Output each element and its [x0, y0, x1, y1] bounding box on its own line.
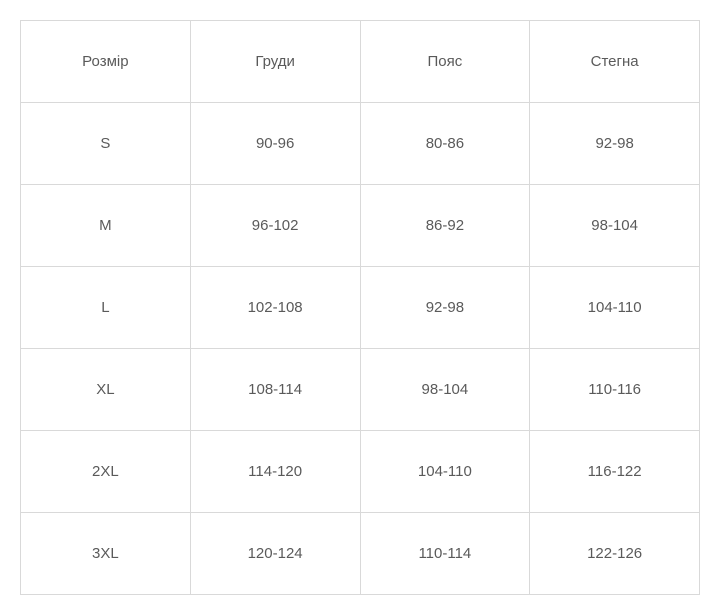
cell-chest: 90-96 [190, 103, 360, 185]
cell-hips: 116-122 [530, 431, 700, 513]
cell-chest: 108-114 [190, 349, 360, 431]
table-row: M 96-102 86-92 98-104 [21, 185, 700, 267]
cell-chest: 114-120 [190, 431, 360, 513]
table-row: L 102-108 92-98 104-110 [21, 267, 700, 349]
size-chart-table: Розмір Груди Пояс Стегна S 90-96 80-86 9… [20, 20, 700, 595]
table-row: 2XL 114-120 104-110 116-122 [21, 431, 700, 513]
cell-hips: 110-116 [530, 349, 700, 431]
table-row: S 90-96 80-86 92-98 [21, 103, 700, 185]
cell-size: L [21, 267, 191, 349]
cell-hips: 98-104 [530, 185, 700, 267]
col-header-waist: Пояс [360, 21, 530, 103]
table-row: 3XL 120-124 110-114 122-126 [21, 513, 700, 595]
cell-chest: 102-108 [190, 267, 360, 349]
col-header-size: Розмір [21, 21, 191, 103]
cell-waist: 86-92 [360, 185, 530, 267]
cell-size: XL [21, 349, 191, 431]
table-row: XL 108-114 98-104 110-116 [21, 349, 700, 431]
cell-hips: 122-126 [530, 513, 700, 595]
cell-size: 3XL [21, 513, 191, 595]
cell-waist: 92-98 [360, 267, 530, 349]
cell-chest: 120-124 [190, 513, 360, 595]
cell-waist: 110-114 [360, 513, 530, 595]
cell-hips: 92-98 [530, 103, 700, 185]
cell-waist: 104-110 [360, 431, 530, 513]
cell-size: 2XL [21, 431, 191, 513]
col-header-chest: Груди [190, 21, 360, 103]
cell-chest: 96-102 [190, 185, 360, 267]
cell-waist: 80-86 [360, 103, 530, 185]
cell-size: M [21, 185, 191, 267]
table-header-row: Розмір Груди Пояс Стегна [21, 21, 700, 103]
cell-size: S [21, 103, 191, 185]
cell-waist: 98-104 [360, 349, 530, 431]
col-header-hips: Стегна [530, 21, 700, 103]
cell-hips: 104-110 [530, 267, 700, 349]
